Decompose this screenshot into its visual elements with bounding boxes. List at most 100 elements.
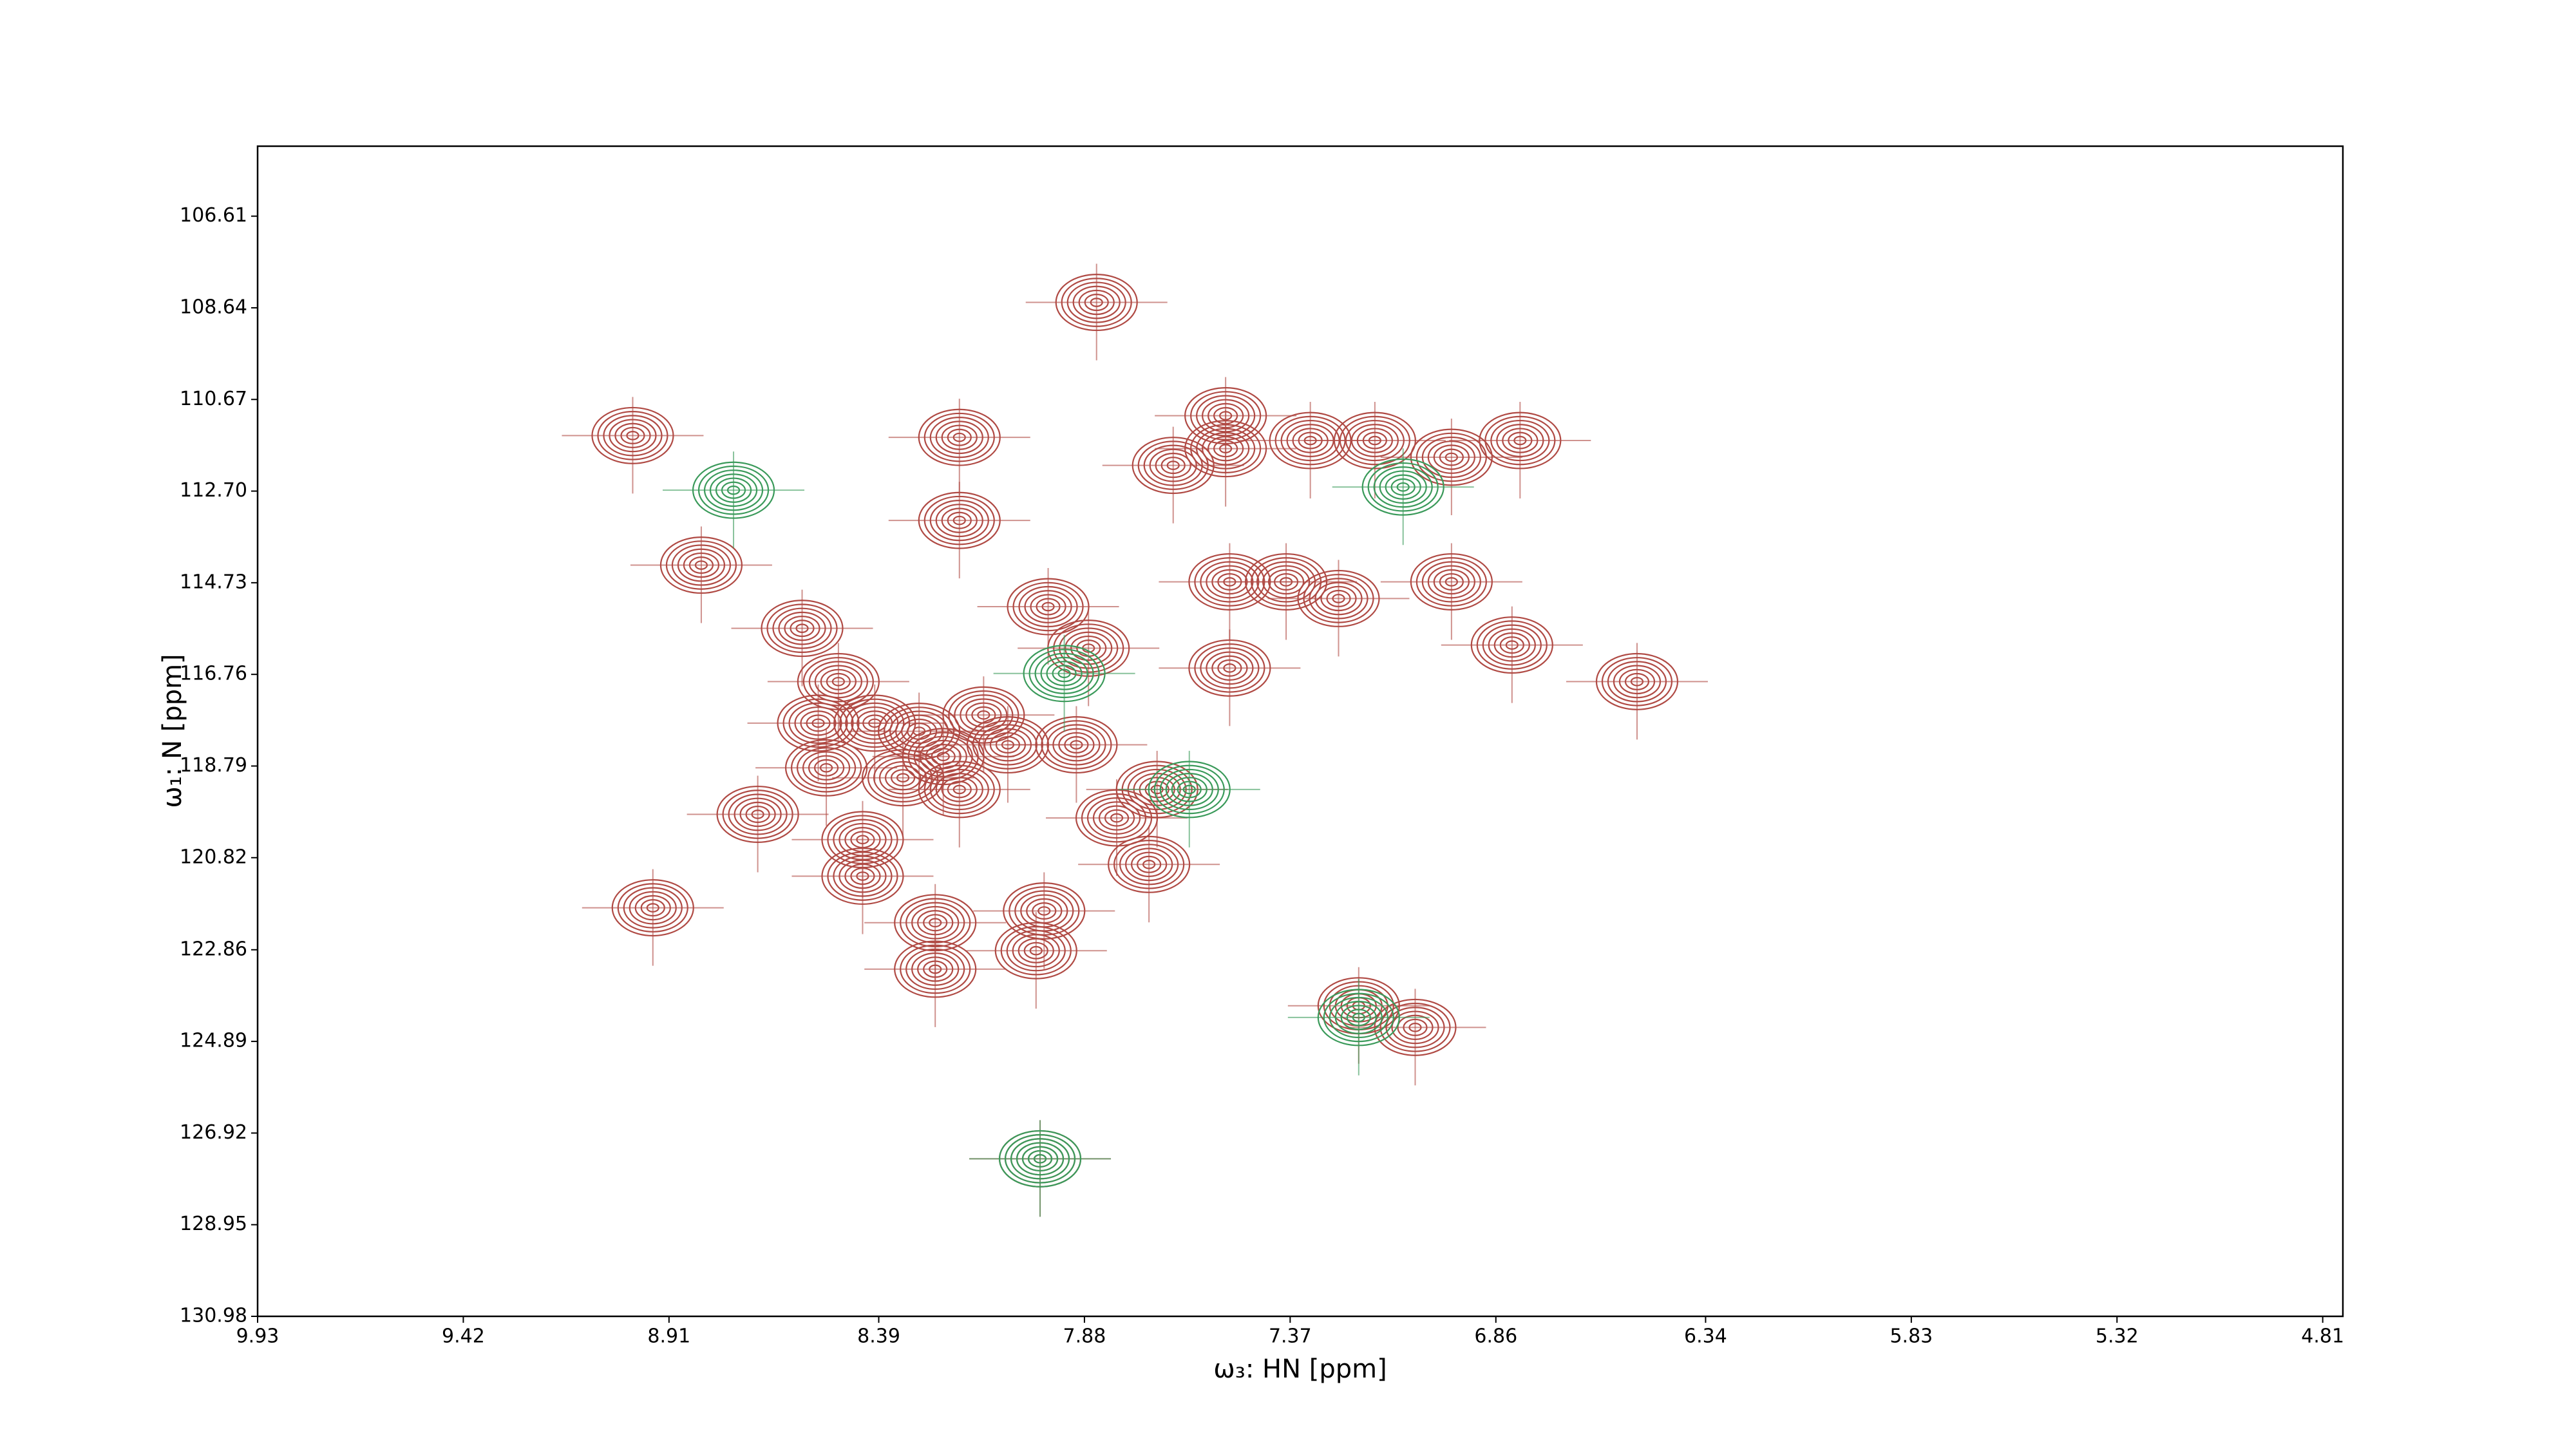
contour-level [1356, 428, 1393, 453]
contour-level [1052, 665, 1077, 683]
contour-level [1303, 574, 1374, 623]
peak [1332, 448, 1474, 545]
contour-level [1488, 628, 1536, 662]
contour-level [1385, 1007, 1445, 1048]
contour-level [1439, 573, 1464, 591]
contour-level [1064, 736, 1089, 754]
contour-level [918, 491, 1001, 549]
contour-level [821, 848, 904, 905]
contour-level [1326, 589, 1351, 607]
contour-level [611, 879, 694, 937]
contour-level [923, 412, 995, 462]
contour-level [1374, 998, 1457, 1056]
contour-level [591, 406, 674, 464]
contour-level [721, 481, 746, 499]
x-tick-label: 5.32 [2096, 1325, 2139, 1348]
contour-level [1390, 478, 1416, 496]
contour-level [1143, 444, 1203, 486]
x-tick-label: 9.93 [236, 1325, 279, 1348]
y-tick-label: 106.61 [180, 204, 247, 227]
contour-level [1618, 668, 1656, 695]
contour-level [1444, 452, 1458, 462]
contour-level [1046, 724, 1106, 766]
contour-level [1502, 428, 1539, 453]
contour-level [1416, 432, 1487, 482]
contour-level [1040, 656, 1088, 690]
contour-level [1421, 436, 1481, 478]
contour-level [813, 759, 839, 777]
contour-level [851, 706, 899, 740]
contour-level [1244, 553, 1328, 611]
contour-level [948, 690, 1019, 740]
peak [687, 775, 829, 873]
contour-level [947, 428, 972, 446]
contour-level [819, 762, 833, 773]
contour-level [1188, 639, 1271, 697]
contour-level [911, 952, 960, 986]
contour-level [614, 422, 651, 449]
contour-level [802, 751, 851, 785]
contour-level [1323, 992, 1394, 1043]
contour-level [1003, 882, 1086, 940]
contour-level [1513, 435, 1527, 446]
contour-level [1137, 855, 1162, 873]
contour-level [726, 485, 741, 495]
contour-level [1041, 720, 1112, 770]
contour-level [856, 871, 869, 881]
contour-level [896, 773, 910, 783]
contour-level [913, 735, 973, 777]
contour-level [1309, 578, 1368, 620]
contour-level [772, 607, 832, 649]
x-tick-label: 7.88 [1063, 1325, 1106, 1348]
contour-level [947, 511, 972, 529]
contour-level [1030, 594, 1066, 620]
peak [832, 739, 974, 836]
contour-level [1052, 728, 1101, 762]
contour-level [1035, 716, 1118, 774]
contour-level [1613, 665, 1662, 699]
contour-level [790, 620, 815, 638]
peak [663, 451, 805, 549]
contour-level [905, 948, 965, 990]
contour-level [941, 507, 978, 533]
contour-level [1149, 448, 1197, 482]
contour-level [1479, 412, 1562, 469]
y-tick-label: 108.64 [180, 296, 247, 318]
contour-level [808, 661, 868, 703]
peak [1005, 706, 1148, 803]
x-tick-label: 7.37 [1269, 1325, 1312, 1348]
contour-level [1006, 930, 1066, 972]
peak [969, 1120, 1112, 1217]
contour-level [751, 810, 764, 819]
contour-level [1345, 419, 1405, 462]
contour-level [766, 603, 838, 653]
contour-level [1078, 289, 1115, 316]
plot-frame [256, 145, 2344, 1318]
contour-level [1391, 1010, 1439, 1045]
contour-level [826, 672, 851, 690]
x-axis-label: ω₃: HN [ppm] [1213, 1354, 1387, 1384]
y-tick-label: 114.73 [180, 571, 247, 593]
contour-level [1219, 444, 1233, 453]
contour-level [728, 793, 788, 835]
peak [1118, 750, 1260, 848]
contour-level [1256, 561, 1316, 603]
peak [1159, 629, 1301, 726]
contour-level [844, 863, 881, 889]
contour-level [952, 432, 966, 442]
peak [791, 837, 934, 934]
contour-level [1333, 412, 1416, 469]
peak [1215, 543, 1358, 640]
contour-level [890, 769, 916, 787]
contour-level [1490, 419, 1550, 462]
contour-level [694, 560, 708, 570]
x-tick-label: 5.83 [1889, 1325, 1933, 1348]
contour-level [1208, 435, 1244, 462]
y-tick-label: 110.67 [180, 388, 247, 410]
contour-level [1213, 440, 1238, 458]
peak [582, 869, 724, 966]
contour-level [1368, 435, 1381, 446]
contour-level [1037, 906, 1051, 916]
contour-level [697, 465, 770, 515]
